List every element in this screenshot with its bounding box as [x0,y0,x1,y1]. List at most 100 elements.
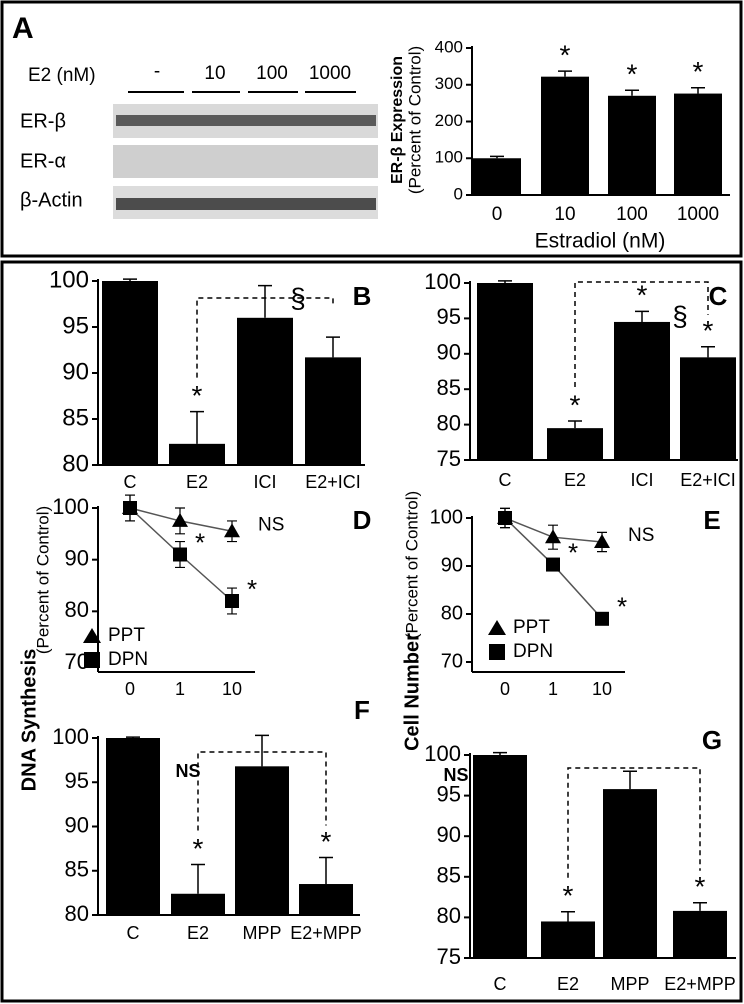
x-tick-label: E2 [187,923,209,943]
panel-letter: E [703,505,720,535]
y-tick-label: 80 [437,410,461,435]
significance-marker: * [695,871,706,902]
x-tick-label: MPP [242,923,281,943]
error-bar [126,736,140,738]
error-bar [498,280,512,283]
dose: 1000 [309,63,351,84]
x-tick-label: 1 [175,679,185,699]
y-tick-label: 85 [65,857,89,882]
y-tick-label: 400 [435,37,463,56]
x-tick-label: 0 [125,679,135,699]
error-bar [319,856,333,885]
point [545,529,561,544]
point [225,594,239,608]
significance-marker: NS [258,514,284,535]
point [594,534,610,548]
error-bar [490,155,504,159]
y-tick-label: 90 [441,554,463,576]
error-bar [701,345,715,358]
y-tick-label: 80 [65,597,89,622]
y-tick-label: 75 [437,446,461,471]
significance-marker: NS [628,525,654,546]
legend-marker [488,620,506,635]
y-axis-label: DNA Synthesis [18,649,40,792]
point [173,547,187,562]
error-bar [625,89,639,96]
x-tick-label: E2 [557,974,579,994]
error-bar [326,336,340,358]
row-label: ER-α [20,150,66,172]
blot-band [116,115,376,126]
y-tick-label: 90 [437,340,461,365]
y-tick-label: 100 [430,506,463,528]
significance-marker: * [321,826,332,857]
error-bar [190,410,204,444]
significance-marker: * [637,280,648,311]
y-tick-label: 80 [437,903,461,928]
bracket-label: § [672,300,688,331]
bar [237,317,293,465]
error-bar [493,751,507,755]
panel-letter: F [354,695,370,725]
error-bar [568,420,582,429]
significance-marker: * [193,833,204,864]
x-tick-label: 0 [492,204,503,225]
y-tick-label: 80 [62,450,89,477]
y-axis-sublabel: (Percent of Control) [405,46,424,194]
x-tick-label: ICI [630,470,653,490]
significance-marker: * [703,315,714,346]
bar [473,158,521,195]
legend-label: DPN [513,641,553,662]
legend-label: DPN [108,649,148,670]
x-tick-label: E2 [186,472,208,492]
error-bar [635,310,649,322]
y-tick-label: 75 [437,944,461,969]
significance-marker: * [563,880,574,911]
error-bar [691,86,705,94]
error-bar [123,278,137,281]
y-tick-label: 100 [424,741,461,766]
y-tick-label: 90 [65,812,89,837]
panel-letter: A [12,12,34,45]
panel-letter: B [353,281,372,311]
significance-marker: * [570,389,581,420]
point [546,557,560,572]
x-tick-label: ICI [253,472,276,492]
dose-label: E2 (nM) [28,65,96,86]
bar [169,443,225,465]
bar [106,738,160,915]
bar [680,357,736,460]
error-bar [191,863,205,894]
y-tick-label: 85 [437,863,461,888]
y-tick-label: 100 [52,494,89,519]
y-axis-sublabel: (Percent of Control) [33,506,52,654]
bar [541,76,589,195]
y-tick-label: 200 [435,111,463,130]
x-axis-label: Estradiol (nM) [535,230,666,253]
bar [299,884,353,915]
bar [541,921,595,958]
error-bar [561,910,575,922]
x-tick-label: E2 [564,470,586,490]
dose: 10 [204,63,225,84]
x-tick-label: C [124,472,137,492]
error-bar [258,284,272,318]
bar [603,789,657,958]
error-bar [623,770,637,790]
y-axis-label: Cell Number [401,633,423,751]
y-tick-label: 100 [49,266,89,293]
x-tick-label: E2+MPP [664,974,736,994]
bar [614,321,670,460]
y-tick-label: 80 [65,901,89,926]
y-tick-label: 100 [424,269,461,294]
y-tick-label: 90 [437,822,461,847]
y-tick-label: 100 [52,724,89,749]
x-tick-label: E2+ICI [680,470,736,490]
y-tick-label: 80 [441,602,463,624]
y-tick-label: 90 [65,545,89,570]
bracket-label: NS [443,765,468,785]
bar [235,766,289,915]
point [123,501,137,515]
